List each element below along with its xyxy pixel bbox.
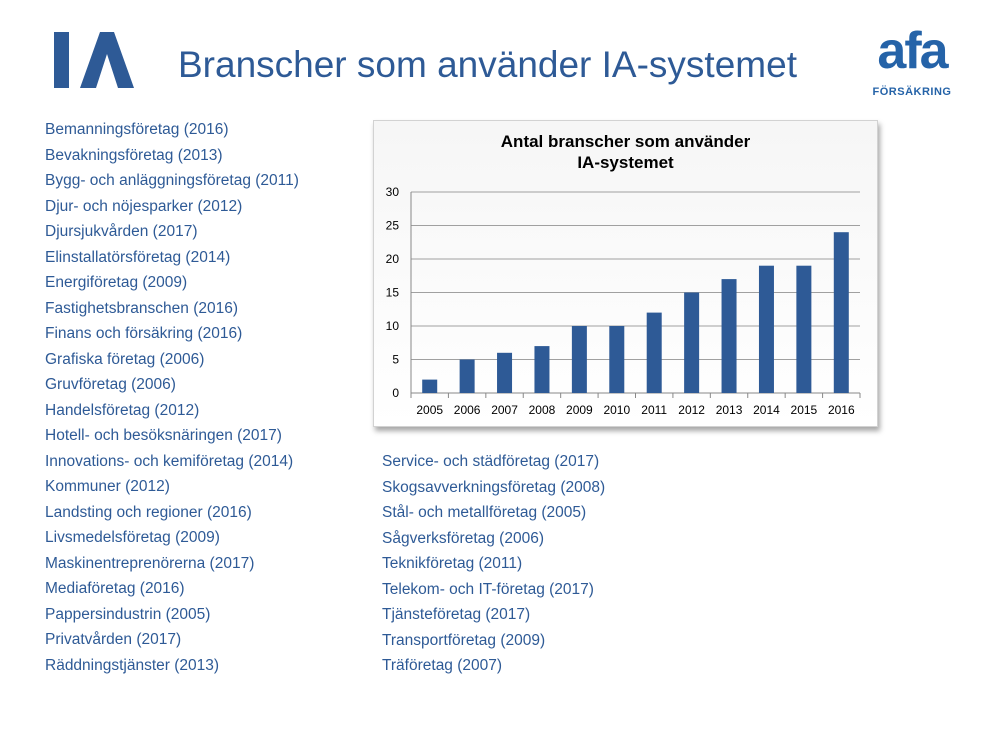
x-tick-label: 2011: [641, 403, 667, 417]
bar-2005: [422, 379, 438, 393]
industry-list-item: Energiföretag (2009): [45, 274, 188, 291]
industry-list-item: Räddningstjänster (2013): [45, 656, 220, 674]
industry-list-item: Träföretag (2007): [382, 657, 503, 674]
industry-list-item: Landsting och regioner (2016): [45, 503, 252, 521]
industry-list-item: Maskinentreprenörerna (2017): [45, 554, 255, 572]
y-tick-label: 30: [386, 185, 400, 199]
afa-forsakring-logo: afa FÖRSÄKRING: [868, 20, 956, 102]
industry-list-item: Djur- och nöjesparker (2012): [45, 197, 243, 215]
x-tick-label: 2009: [566, 403, 593, 417]
bar-chart: 0 5 10 15 20 25 30 2005 2006 2007 2008 2009 2010 2011…: [386, 185, 861, 417]
x-tick-label: 2005: [416, 403, 443, 417]
x-tick-label: 2007: [491, 403, 518, 417]
x-tick-label: 2016: [828, 403, 855, 417]
industry-list-item: Kommuner (2012): [45, 478, 170, 495]
industry-list-item: Privatvården (2017): [45, 631, 182, 648]
x-tick-label: 2012: [678, 403, 705, 417]
industry-list-item: Finans och försäkring (2016): [45, 325, 243, 342]
afa-logo-subtext: FÖRSÄKRING: [872, 86, 952, 98]
industry-list-item: Bygg- och anläggningsföretag (2011): [45, 172, 299, 189]
industry-list-item: Stål- och metallföretag (2005): [382, 504, 587, 521]
industry-list-item: Innovations- och kemiföretag (2014): [45, 452, 294, 470]
industry-list-item: Grafiska företag (2006): [45, 350, 205, 368]
industry-list-item: Teknikföretag (2011): [382, 555, 523, 572]
chart-title-line-2: IA-systemet: [577, 153, 674, 172]
industry-list-right: Service- och städföretag (2017) Skogsavve…: [382, 449, 605, 679]
y-tick-label: 15: [386, 286, 400, 300]
bar-2006: [459, 359, 475, 393]
afa-logo-word: afa: [877, 22, 948, 80]
bar-2009: [571, 326, 587, 393]
x-tick-label: 2014: [753, 403, 780, 417]
bar-2011: [646, 312, 662, 393]
industry-list-item: Pappersindustrin (2005): [45, 605, 211, 623]
industry-list-item: Livsmedelsföretag (2009): [45, 529, 220, 546]
chart-title-line-1: Antal branscher som använder: [500, 132, 751, 151]
bar-2008: [534, 346, 550, 393]
bar-2015: [796, 265, 812, 393]
industry-list-item: Bevakningsföretag (2013): [45, 146, 223, 164]
y-tick-label: 25: [386, 219, 400, 233]
industry-list-item: Skogsavverkningsföretag (2008): [382, 478, 606, 496]
industry-list-item: Mediaföretag (2016): [45, 580, 185, 597]
industry-list-item: Service- och städföretag (2017): [382, 453, 600, 470]
y-tick-label: 10: [386, 319, 400, 333]
industry-list-item: Fastighetsbranschen (2016): [45, 299, 239, 317]
industry-list-item: Bemanningsföretag (2016): [45, 121, 229, 138]
industry-list-item: Handelsföretag (2012): [45, 401, 200, 419]
x-tick-label: 2006: [454, 403, 481, 417]
industry-list-item: Telekom- och IT-företag (2017): [382, 580, 594, 598]
bar-2016: [833, 232, 849, 393]
industry-list-item: Elinstallatörsföretag (2014): [45, 248, 231, 266]
x-tick-label: 2015: [791, 403, 818, 417]
bar-2010: [609, 326, 625, 393]
y-tick-label: 0: [392, 386, 399, 400]
x-tick-label: 2013: [716, 403, 743, 417]
industry-list-item: Hotell- och besöksnäringen (2017): [45, 427, 282, 444]
bar-2007: [497, 352, 513, 393]
y-tick-label: 20: [386, 252, 400, 266]
industry-list-left: Bemanningsföretag (2016) Bevakningsföreta…: [45, 117, 299, 678]
bar-chart-panel: Antal branscher som använder IA-systemet…: [373, 120, 878, 427]
ia-logo: [54, 32, 134, 88]
industry-list-item: Tjänsteföretag (2017): [382, 606, 531, 623]
x-tick-label: 2010: [603, 403, 630, 417]
bar-2012: [684, 292, 700, 393]
page-title: Branscher som använder IA-systemet: [178, 44, 797, 85]
chart-title: Antal branscher som använder IA-systemet: [374, 131, 877, 173]
x-tick-label: 2008: [529, 403, 556, 417]
y-tick-label: 5: [392, 353, 399, 367]
industry-list-item: Gruvföretag (2006): [45, 376, 176, 393]
industry-list-item: Transportföretag (2009): [382, 631, 546, 649]
industry-list-item: Djursjukvården (2017): [45, 223, 198, 240]
bar-2013: [721, 279, 737, 393]
industry-list-item: Sågverksföretag (2006): [382, 529, 544, 547]
bar-2014: [758, 265, 774, 393]
